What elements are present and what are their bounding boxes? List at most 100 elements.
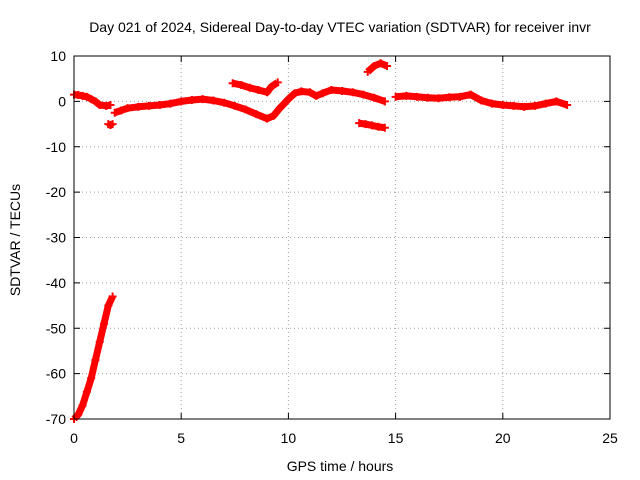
data-point [198, 95, 207, 104]
x-tick-label: 0 [70, 430, 78, 446]
data-point [91, 97, 100, 106]
data-point [370, 93, 379, 102]
data-point [363, 67, 372, 76]
data-point [100, 319, 109, 328]
data-point [74, 410, 83, 419]
data-point [155, 101, 164, 110]
x-axis-ticks: 0 5 10 15 20 25 [70, 56, 618, 446]
data-point [520, 102, 529, 111]
data-point [87, 95, 96, 104]
data-point [383, 61, 392, 70]
data-point [423, 93, 432, 102]
x-tick-label: 5 [177, 430, 185, 446]
y-tick-label: -50 [46, 320, 66, 336]
data-point [284, 95, 293, 104]
x-tick-label: 25 [602, 430, 618, 446]
data-point [82, 92, 91, 101]
data-point [82, 387, 91, 396]
data-point [368, 121, 377, 130]
data-point [267, 82, 276, 91]
data-point [305, 88, 314, 97]
data-point [402, 91, 411, 100]
data-point [262, 88, 271, 97]
data-point [498, 101, 507, 110]
data-point [445, 93, 454, 102]
data-point [209, 96, 218, 105]
data-point [297, 87, 306, 96]
data-point [106, 101, 115, 110]
data-point [563, 101, 572, 110]
y-tick-label: 10 [50, 48, 66, 64]
data-point [413, 92, 422, 101]
data-point [376, 59, 385, 68]
data-point [95, 337, 104, 346]
data-point [380, 97, 389, 106]
data-point [262, 114, 271, 123]
y-tick-label: -60 [46, 366, 66, 382]
y-tick-label: -30 [46, 230, 66, 246]
x-tick-label: 10 [281, 430, 297, 446]
y-tick-label: -10 [46, 139, 66, 155]
series-line [365, 59, 389, 75]
data-point [509, 101, 518, 110]
y-tick-label: -20 [46, 184, 66, 200]
x-axis-label: GPS time / hours [287, 458, 394, 474]
series-line [113, 86, 387, 123]
data-point [327, 86, 336, 95]
data-point [237, 81, 246, 90]
x-tick-label: 15 [388, 430, 404, 446]
y-tick-label: 0 [58, 93, 66, 109]
data-point [552, 97, 561, 106]
data-point [241, 105, 250, 114]
data-point [145, 101, 154, 110]
data-point [434, 94, 443, 103]
data-point [466, 90, 475, 99]
data-point [380, 123, 389, 132]
data-point [91, 356, 100, 365]
data-point [230, 101, 239, 110]
data-point [108, 292, 117, 301]
data-point [318, 89, 327, 98]
data-point [123, 104, 132, 113]
data-point [108, 120, 117, 129]
data-point [254, 86, 263, 95]
data-point [220, 98, 229, 107]
data-point [455, 92, 464, 101]
data-point [359, 90, 368, 99]
data-point [338, 86, 346, 95]
data-point [87, 374, 96, 383]
grid-layer [74, 56, 610, 419]
data-point [530, 101, 539, 110]
y-tick-label: -70 [46, 411, 66, 427]
data-point [312, 91, 321, 100]
data-point [134, 102, 143, 111]
data-point [269, 111, 278, 120]
data-point [245, 83, 254, 92]
data-point [541, 99, 550, 108]
data-point [275, 104, 284, 113]
data-point [187, 96, 196, 105]
data-point [361, 120, 370, 129]
series-line [71, 295, 116, 422]
data-point [273, 78, 282, 87]
data-point [117, 106, 126, 115]
x-tick-label: 20 [495, 430, 511, 446]
y-axis-ticks: 10 0 -10 -20 -30 -40 -50 -60 -70 [46, 48, 610, 427]
data-point [104, 301, 113, 310]
data-point [110, 108, 119, 117]
data-point [488, 99, 497, 108]
data-point [166, 99, 175, 108]
data-point [477, 96, 486, 105]
data-point [391, 92, 400, 101]
data-point [78, 401, 87, 410]
data-point [177, 97, 186, 106]
data-point [228, 79, 237, 88]
data-point [252, 110, 261, 119]
data-point [290, 89, 299, 98]
data-point [348, 88, 357, 97]
data-point [370, 61, 379, 70]
y-axis-label: SDTVAR / TECUs [7, 184, 23, 296]
data-layer [70, 59, 572, 423]
y-tick-label: -40 [46, 275, 66, 291]
